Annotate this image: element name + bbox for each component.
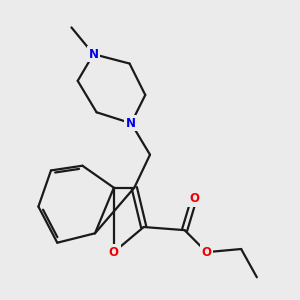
Text: O: O <box>202 246 212 259</box>
Text: N: N <box>88 48 98 61</box>
Text: O: O <box>109 246 119 259</box>
Text: O: O <box>189 192 199 205</box>
Text: N: N <box>126 117 136 130</box>
